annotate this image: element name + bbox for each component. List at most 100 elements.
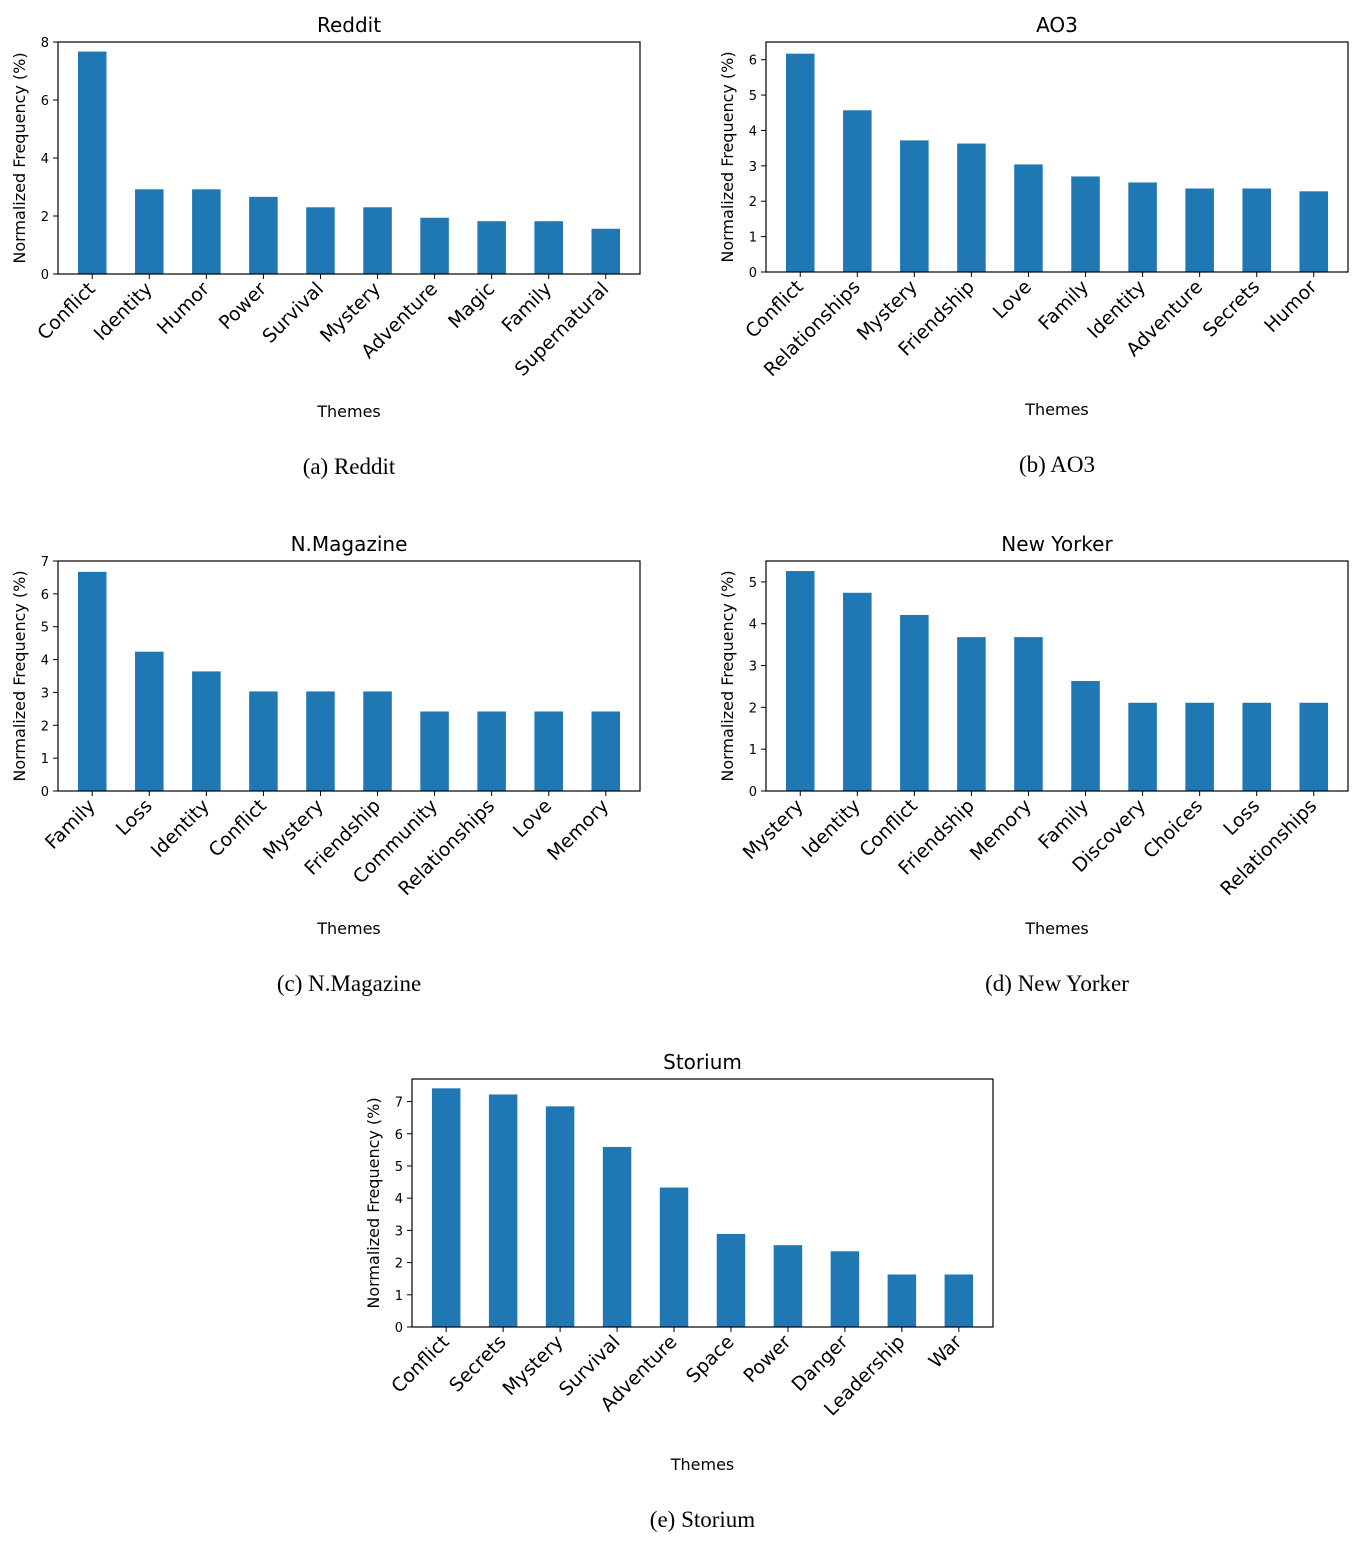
x-axis-label: Themes <box>670 1455 735 1474</box>
plot-frame <box>57 560 641 792</box>
y-tick-label: 4 <box>749 618 757 633</box>
x-axis-label: Themes <box>1024 400 1089 419</box>
bar-secrets <box>488 1094 518 1327</box>
x-tick-label-power: Power <box>739 1331 795 1387</box>
bar-friendship <box>363 691 392 791</box>
bar-mystery <box>545 1106 575 1327</box>
y-axis-label: Normalized Frequency (%) <box>10 52 29 263</box>
x-tick-label-war: War <box>925 1331 967 1373</box>
bar-adventure <box>420 217 449 274</box>
x-axis-label: Themes <box>1024 919 1089 938</box>
y-tick-label: 3 <box>395 1224 403 1239</box>
bar-relationships <box>843 110 872 272</box>
y-tick-label: 0 <box>395 1321 403 1336</box>
y-tick-label: 4 <box>749 124 757 139</box>
bar-memory <box>1014 637 1043 791</box>
chart-title: Storium <box>663 1050 742 1074</box>
y-tick-label: 7 <box>395 1096 403 1111</box>
chart-title: N.Magazine <box>291 532 408 556</box>
bar-friendship <box>957 143 986 272</box>
bar-love <box>1014 164 1043 272</box>
bar-discovery <box>1128 702 1157 791</box>
y-tick-label: 0 <box>41 785 49 800</box>
x-tick-label-loss: Loss <box>112 795 157 840</box>
bar-loss <box>135 651 164 791</box>
chart-title: New Yorker <box>1001 532 1113 556</box>
figure-caption: (d) New Yorker <box>985 971 1129 996</box>
x-tick-label-mystery: Mystery <box>499 1331 568 1400</box>
bar-conflict <box>77 51 107 274</box>
bar-war <box>944 1274 974 1327</box>
figure-caption: (a) Reddit <box>303 454 396 479</box>
y-tick-label: 1 <box>41 752 49 767</box>
bar-danger <box>830 1251 860 1327</box>
bar-identity <box>1128 182 1157 272</box>
x-tick-label-survival: Survival <box>258 278 328 348</box>
plot-frame <box>765 41 1349 273</box>
bar-family <box>1071 176 1100 272</box>
y-tick-label: 5 <box>749 89 757 104</box>
x-tick-label-love: Love <box>989 276 1036 323</box>
bar-survival <box>602 1146 632 1327</box>
x-tick-label-space: Space <box>682 1331 739 1388</box>
y-tick-label: 6 <box>41 94 49 109</box>
y-tick-label: 0 <box>41 268 49 283</box>
x-axis-label: Themes <box>316 919 381 938</box>
y-tick-label: 1 <box>395 1289 403 1304</box>
y-tick-label: 4 <box>41 654 49 669</box>
bar-survival <box>306 207 335 274</box>
x-tick-label-identity: Identity <box>147 795 214 862</box>
y-tick-label: 8 <box>41 36 49 51</box>
plot-frame <box>765 560 1349 792</box>
bar-mystery <box>785 571 815 791</box>
bar-humor <box>192 189 221 274</box>
chart-1: 0123456ConflictRelationshipsMysteryFrien… <box>718 13 1349 477</box>
y-tick-label: 3 <box>749 160 757 175</box>
y-tick-label: 3 <box>41 686 49 701</box>
figure-caption: (c) N.Magazine <box>277 971 421 996</box>
bar-secrets <box>1242 188 1271 272</box>
bar-conflict <box>431 1088 461 1327</box>
bar-mystery <box>900 140 929 272</box>
y-tick-label: 5 <box>395 1160 403 1175</box>
bar-family <box>1071 681 1100 791</box>
chart-title: Reddit <box>317 13 381 37</box>
x-tick-label-conflict: Conflict <box>387 1331 454 1398</box>
x-tick-label-humor: Humor <box>153 278 214 339</box>
bar-conflict <box>900 614 929 791</box>
x-tick-label-power: Power <box>215 278 271 334</box>
y-tick-label: 1 <box>749 743 757 758</box>
bar-adventure <box>1185 188 1214 272</box>
y-tick-label: 7 <box>41 555 49 570</box>
y-axis-label: Normalized Frequency (%) <box>718 570 737 781</box>
bar-love <box>534 711 563 791</box>
bar-relationships <box>477 711 506 791</box>
x-tick-label-choices: Choices <box>1139 795 1207 863</box>
x-tick-label-humor: Humor <box>1260 276 1321 337</box>
x-tick-label-love: Love <box>509 795 556 842</box>
bar-family <box>534 221 563 274</box>
bar-mystery <box>363 207 392 274</box>
x-tick-label-conflict: Conflict <box>33 278 100 345</box>
x-tick-label-secrets: Secrets <box>1199 276 1265 342</box>
y-tick-label: 2 <box>41 210 49 225</box>
y-axis-label: Normalized Frequency (%) <box>364 1097 383 1308</box>
bar-loss <box>1242 702 1271 791</box>
y-tick-label: 3 <box>749 660 757 675</box>
y-axis-label: Normalized Frequency (%) <box>718 51 737 262</box>
bar-space <box>716 1233 746 1327</box>
x-tick-label-memory: Memory <box>543 795 613 865</box>
bar-community <box>420 711 449 791</box>
bar-choices <box>1185 702 1214 791</box>
y-tick-label: 2 <box>395 1257 403 1272</box>
bar-magic <box>477 221 506 274</box>
x-tick-label-mystery: Mystery <box>739 795 808 864</box>
y-tick-label: 4 <box>41 152 49 167</box>
y-tick-label: 0 <box>749 266 757 281</box>
bar-power <box>249 196 278 274</box>
bar-power <box>773 1245 803 1327</box>
x-tick-label-loss: Loss <box>1219 795 1264 840</box>
y-tick-label: 6 <box>41 588 49 603</box>
